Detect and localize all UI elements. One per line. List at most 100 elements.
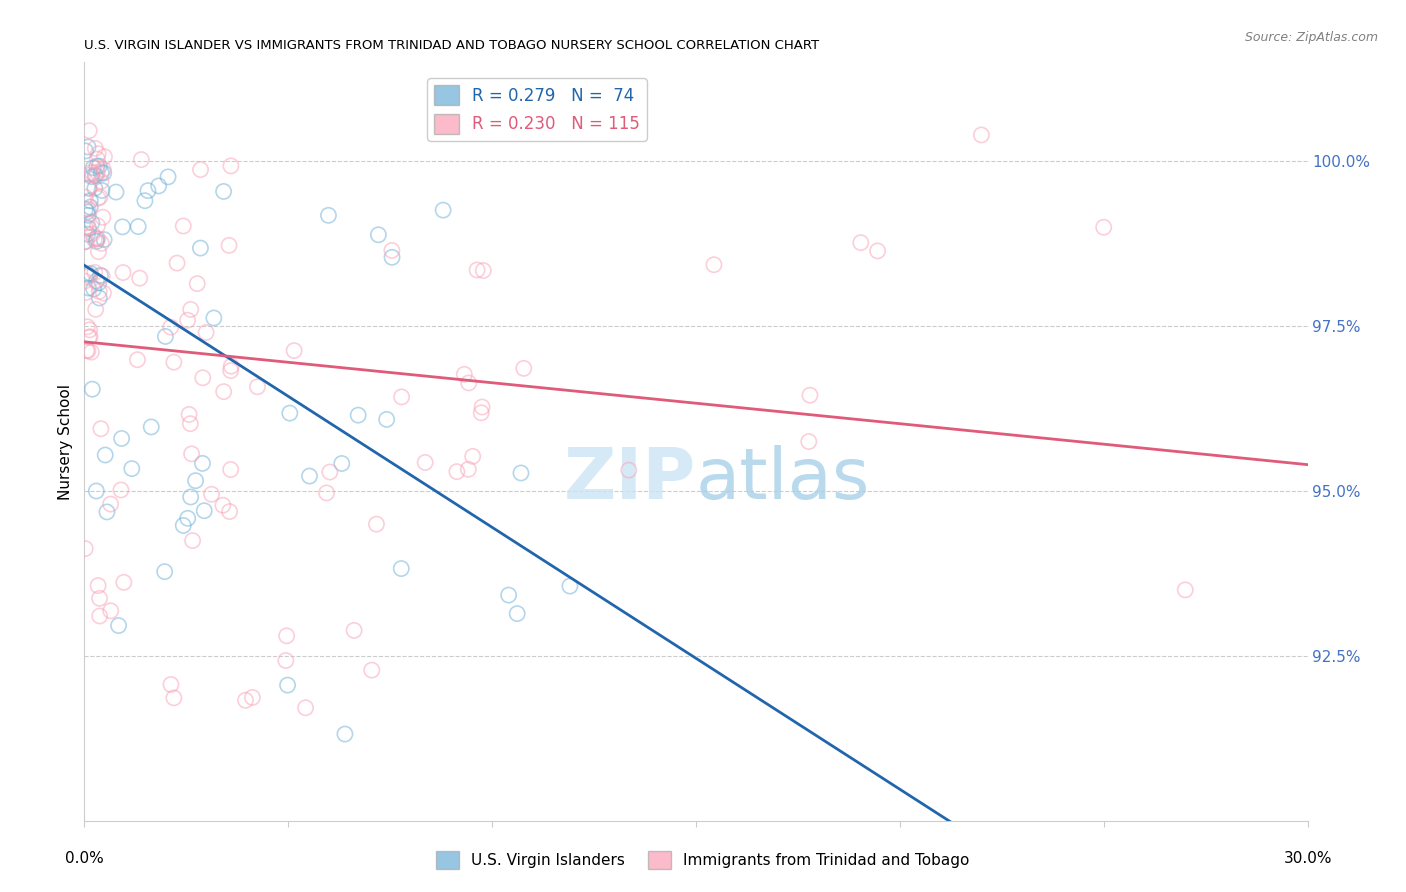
Point — [246, 380, 269, 394]
Point — [347, 408, 370, 422]
Point — [83, 181, 105, 195]
Point — [235, 693, 257, 707]
Point — [159, 320, 181, 334]
Point — [180, 447, 202, 461]
Point — [461, 450, 484, 464]
Point — [190, 241, 212, 255]
Point — [202, 310, 225, 325]
Point — [157, 169, 180, 184]
Point — [93, 150, 115, 164]
Y-axis label: Nursery School: Nursery School — [58, 384, 73, 500]
Point — [111, 219, 134, 234]
Point — [193, 504, 215, 518]
Point — [160, 677, 183, 691]
Point — [298, 469, 321, 483]
Text: ZIP: ZIP — [564, 445, 696, 514]
Point — [1092, 220, 1115, 235]
Legend: R = 0.279   N =  74, R = 0.230   N = 115: R = 0.279 N = 74, R = 0.230 N = 115 — [427, 78, 647, 141]
Point — [84, 483, 107, 498]
Point — [191, 370, 214, 384]
Point — [91, 184, 114, 198]
Point — [318, 208, 340, 222]
Point — [79, 329, 101, 343]
Point — [76, 227, 98, 241]
Point — [86, 152, 108, 166]
Point — [100, 497, 122, 511]
Point — [90, 174, 112, 188]
Point — [212, 498, 235, 512]
Point — [79, 181, 101, 195]
Point — [866, 244, 889, 258]
Point — [180, 490, 202, 504]
Point — [87, 232, 110, 246]
Point — [75, 220, 97, 235]
Point — [849, 235, 872, 250]
Point — [75, 144, 97, 158]
Point — [87, 191, 110, 205]
Point — [498, 588, 520, 602]
Point — [457, 376, 479, 390]
Point — [87, 244, 110, 259]
Point — [86, 235, 108, 249]
Point — [163, 690, 186, 705]
Point — [82, 161, 104, 175]
Point — [110, 483, 132, 497]
Point — [360, 663, 382, 677]
Point — [506, 607, 529, 621]
Point — [274, 653, 297, 667]
Point — [79, 200, 101, 214]
Point — [472, 263, 495, 277]
Point — [105, 185, 128, 199]
Point — [121, 461, 143, 475]
Point — [82, 382, 104, 396]
Point — [389, 561, 412, 575]
Point — [96, 505, 118, 519]
Legend: U.S. Virgin Islanders, Immigrants from Trinidad and Tobago: U.S. Virgin Islanders, Immigrants from T… — [430, 845, 976, 875]
Point — [90, 166, 112, 180]
Point — [84, 169, 107, 183]
Point — [80, 165, 103, 179]
Point — [219, 462, 242, 476]
Point — [107, 618, 129, 632]
Point — [333, 727, 356, 741]
Point — [510, 466, 533, 480]
Point — [86, 274, 108, 288]
Point — [75, 541, 97, 556]
Point — [77, 343, 100, 358]
Point — [77, 281, 100, 295]
Point — [76, 343, 98, 358]
Point — [219, 359, 242, 374]
Point — [172, 219, 194, 233]
Point — [77, 208, 100, 222]
Point — [179, 417, 201, 431]
Point — [91, 268, 114, 283]
Point — [1174, 582, 1197, 597]
Point — [277, 678, 299, 692]
Point — [77, 140, 100, 154]
Point — [100, 604, 122, 618]
Point — [86, 219, 108, 233]
Point — [75, 234, 97, 248]
Point — [79, 194, 101, 208]
Point — [219, 159, 242, 173]
Point — [367, 227, 389, 242]
Point — [80, 216, 103, 230]
Point — [212, 185, 235, 199]
Text: 30.0%: 30.0% — [1284, 851, 1331, 866]
Point — [127, 352, 149, 367]
Point — [212, 384, 235, 399]
Point — [94, 448, 117, 462]
Point — [319, 465, 342, 479]
Point — [471, 400, 494, 414]
Text: atlas: atlas — [696, 445, 870, 514]
Point — [153, 565, 176, 579]
Point — [89, 291, 111, 305]
Point — [89, 591, 111, 606]
Point — [180, 302, 202, 317]
Point — [141, 420, 163, 434]
Point — [75, 190, 97, 204]
Point — [77, 269, 100, 284]
Point — [77, 181, 100, 195]
Point — [77, 330, 100, 344]
Point — [77, 123, 100, 137]
